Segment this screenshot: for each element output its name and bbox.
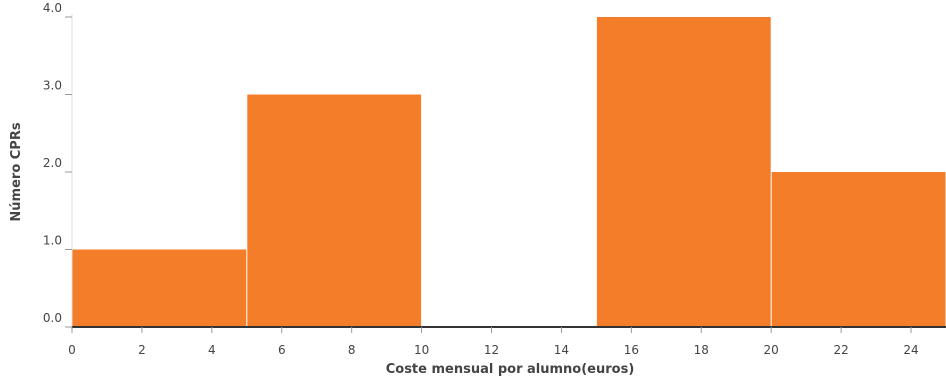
- x-tick-label: 24: [903, 343, 918, 357]
- y-tick-label: 4.0: [43, 1, 62, 15]
- x-tick-label: 16: [624, 343, 639, 357]
- x-tick-label: 6: [278, 343, 286, 357]
- x-tick-label: 10: [414, 343, 429, 357]
- x-tick-label: 12: [484, 343, 499, 357]
- y-tick-label: 2.0: [43, 156, 62, 170]
- y-tick-label: 3.0: [43, 79, 62, 93]
- x-axis-title: Coste mensual por alumno(euros): [386, 362, 635, 377]
- x-tick-label: 18: [694, 343, 709, 357]
- histogram-bar-1: [247, 94, 422, 327]
- y-axis: 0.0 1.0 2.0 3.0 4.0: [43, 1, 73, 328]
- x-tick-label: 22: [833, 343, 848, 357]
- x-tick-label: 2: [138, 343, 146, 357]
- x-tick-label: 8: [348, 343, 356, 357]
- x-tick-label: 20: [764, 343, 779, 357]
- histogram-bar-4: [771, 172, 946, 327]
- x-tick-label: 4: [208, 343, 216, 357]
- x-axis: 0 2 4 6 8 10 12 14 16 18 20 22 24: [68, 326, 946, 357]
- y-tick-label: 0.0: [43, 311, 62, 325]
- histogram-bar-3: [596, 17, 771, 327]
- y-axis-title: Número CPRs: [9, 122, 24, 221]
- y-tick-label: 1.0: [43, 234, 62, 248]
- bars-group: [72, 17, 946, 327]
- x-tick-label: 0: [68, 343, 76, 357]
- x-tick-label: 14: [554, 343, 569, 357]
- histogram-bar-0: [72, 249, 247, 327]
